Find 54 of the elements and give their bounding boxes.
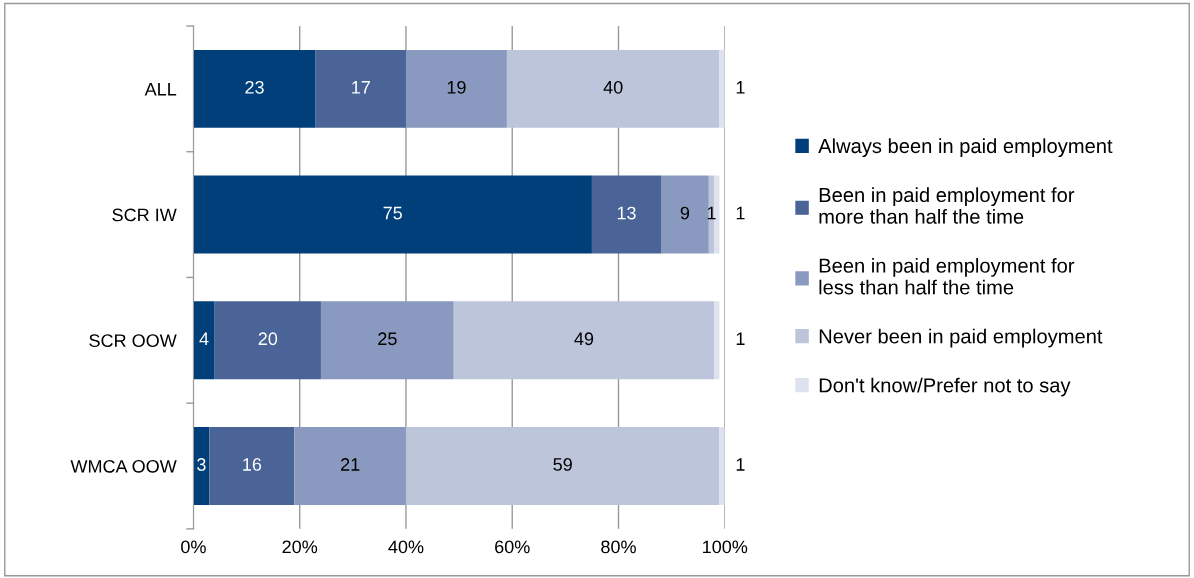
x-tick-label: 40% [388,540,424,554]
legend-label: Been in paid employment for less than half the time [819,258,1075,295]
data-label: 16 [243,458,262,471]
data-label: 1 [707,206,716,220]
y-tick-label: SCR OOW [89,334,177,348]
data-label: 1 [736,206,745,220]
bar [714,175,720,254]
bar [294,427,406,505]
data-label: 49 [574,332,594,346]
legend-label: Always been in paid employment [818,138,1113,158]
data-label: 19 [447,80,466,94]
data-label: 40 [603,80,623,94]
data-label: 17 [352,81,370,94]
data-label: 25 [378,332,397,346]
bar [591,175,661,254]
data-label: 9 [680,206,690,220]
bar [719,49,725,128]
data-label: 13 [617,206,636,220]
x-tick-label: 0% [181,540,206,554]
bar [661,175,709,254]
x-tick-label: 60% [495,540,530,554]
bar [214,301,321,380]
data-label: 4 [199,332,209,345]
bar [714,301,720,380]
bar [193,175,592,254]
bar [719,427,725,505]
data-label: 1 [736,81,745,94]
y-tick-label: WMCA OOW [70,459,177,473]
data-label: 21 [341,458,360,471]
legend-label: Don't know/Prefer not to say [819,377,1071,397]
legend-label: Never been in paid employment [819,328,1103,348]
data-label: 23 [245,80,264,94]
data-label: 1 [736,332,745,345]
bar [320,301,454,380]
data-label: 3 [197,458,206,471]
x-tick-label: 20% [282,540,318,554]
bar [193,427,210,505]
x-tick-label: 80% [601,540,636,554]
bar [315,49,406,128]
y-tick-label: ALL [144,82,177,96]
data-label: 59 [553,458,572,471]
legend-label: Been in paid employment for more than half the time [819,187,1075,224]
x-tick-label: 100% [703,540,748,554]
y-tick-label: SCR IW [112,208,177,222]
data-label: 75 [383,206,402,220]
bar [193,301,215,380]
data-label: 20 [258,332,278,346]
bar [506,49,720,128]
data-label: 1 [736,458,745,471]
bar [405,49,507,128]
bar [193,49,316,128]
bar [453,301,715,380]
bar [209,427,295,505]
bar [405,427,720,505]
